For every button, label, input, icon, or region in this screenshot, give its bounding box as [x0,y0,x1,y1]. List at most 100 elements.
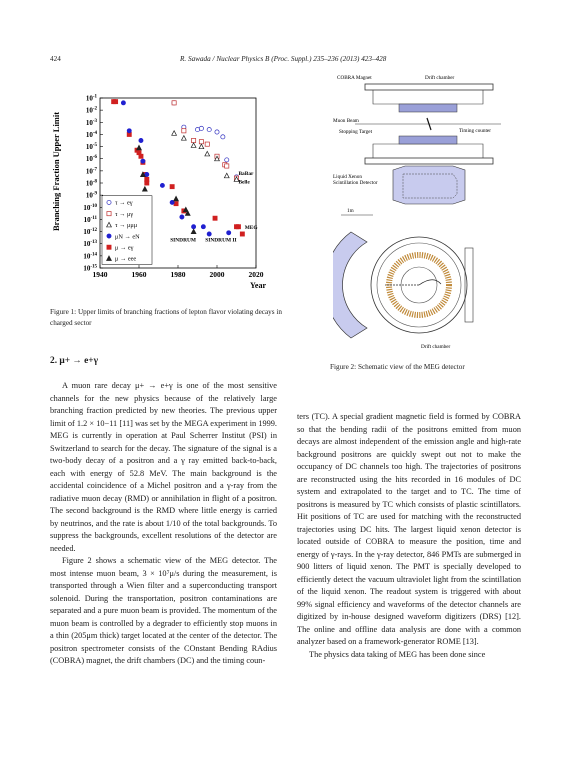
legend-label: μ → eγ [115,245,134,252]
label-drift-chamber-top: Drift chamber [425,74,455,81]
data-point [139,171,146,177]
y-tick-label: 10-4 [86,131,98,139]
data-point [224,163,230,169]
y-tick-label: 10-8 [86,180,98,188]
data-point [214,129,220,135]
y-tick-label: 10-3 [86,119,98,127]
legend-marker [106,233,112,239]
data-point [141,185,148,192]
data-point [180,134,187,141]
label-stopping-target: Stopping Target [339,129,373,135]
legend-marker [106,211,112,217]
data-point [138,138,144,143]
y-tick-label: 10-13 [83,240,97,248]
legend-box [101,195,153,265]
data-point [212,215,218,221]
data-point [169,199,175,205]
data-point [179,214,185,220]
data-point [171,129,178,136]
data-point [198,139,204,145]
data-point [191,138,197,143]
y-tick-label: 10-10 [83,204,97,212]
data-point [138,153,144,159]
paragraph: The physics data taking of MEG has been … [309,649,486,659]
y-axis-label: Branching Fraction Upper Limit [51,112,61,231]
data-point [190,142,197,148]
data-point [224,157,230,163]
y-tick-label: 10-11 [84,216,98,224]
data-point [200,224,206,230]
data-point [136,144,142,151]
label-drift-chamber-bottom: Drift chamber [421,343,451,350]
label-cobra-magnet: COBRA Magnet [337,75,372,81]
data-point [198,143,205,150]
x-axis-label: Year [250,281,266,290]
label-muon-beam: Muon Beam [333,118,359,124]
figure1-chart: 10-1 10-2 10-3 10-4 10-5 10-6 10-7 10-8 10-9 10-1… [51,95,266,291]
left-column-text: A muon rare decay μ+ → e+γ is one of the… [50,380,277,668]
y-tick-label: 10-6 [86,155,98,163]
data-point [198,125,204,131]
paragraph: Figure 2 shows a schematic view of the M… [50,556,277,665]
chart-annotation: SINDRUM [170,237,196,243]
data-point [190,228,197,235]
data-point [206,231,212,237]
data-point [113,99,119,105]
data-point [239,231,245,237]
running-header-citation: R. Sawada / Nuclear Physics B (Proc. Sup… [180,55,387,63]
x-tick-label: 2000 [210,270,225,279]
paragraph: ters (TC). A special gradient magnetic f… [297,412,521,646]
figure2-caption: Figure 2: Schematic view of the MEG dete… [330,363,465,371]
data-point [184,210,191,216]
x-tick-label: 2020 [249,270,264,279]
data-point [144,180,150,186]
paragraph: A muon rare decay μ+ → e+γ is one of the… [50,381,277,553]
x-tick-label: 1940 [93,270,108,279]
legend-marker [106,199,112,205]
data-point [182,206,189,213]
data-point [223,172,230,179]
data-point [204,141,210,147]
legend-label: τ → μμμ [115,222,138,229]
x-tick-label: 1980 [171,270,186,279]
legend-marker [106,255,112,261]
chart-annotation: Belle [238,180,250,186]
page-number: 424 [50,55,61,63]
legend-label: τ → eγ [115,200,133,207]
data-point [206,127,212,133]
data-point [159,182,165,188]
legend-marker [106,221,112,228]
legend-label: μN → eN [115,233,140,240]
data-point [204,150,211,157]
chart-annotation: SINDRUM II [205,237,236,243]
scale-label: 1m [347,208,354,214]
data-point [191,224,197,230]
legend-label: μ → eee [115,256,136,263]
legend-label: τ → μγ [115,211,133,218]
y-tick-label: 10-9 [86,192,98,200]
section-heading: 2. μ+ → e+γ [50,356,98,366]
label-scintillation-detector: Scintillation Detector [333,180,378,186]
data-point [144,172,150,177]
y-tick-label: 10-7 [86,167,98,175]
right-column-text: ters (TC). A special gradient magnetic f… [297,411,521,661]
data-point [220,134,226,140]
data-point [236,224,241,230]
legend-marker [106,244,112,250]
x-tick-label: 1960 [132,270,147,279]
y-tick-label: 10-2 [86,107,98,115]
chart-annotation: BaBar [238,171,254,177]
data-point [120,100,126,106]
data-point [173,195,180,202]
data-point [214,155,220,162]
figure2-meg-schematic: COBRA Magnet Drift chamber Muon Beam Sto… [333,74,501,350]
data-point [233,176,240,182]
y-tick-label: 10-12 [83,228,97,236]
data-point [126,128,132,134]
data-point [169,184,175,190]
data-point [226,230,232,236]
label-timing-counter: Timing counter [459,128,491,134]
data-point [140,158,146,164]
figure1-caption: Figure 1: Upper limits of branching frac… [50,308,282,327]
y-tick-label: 10-5 [86,143,98,151]
